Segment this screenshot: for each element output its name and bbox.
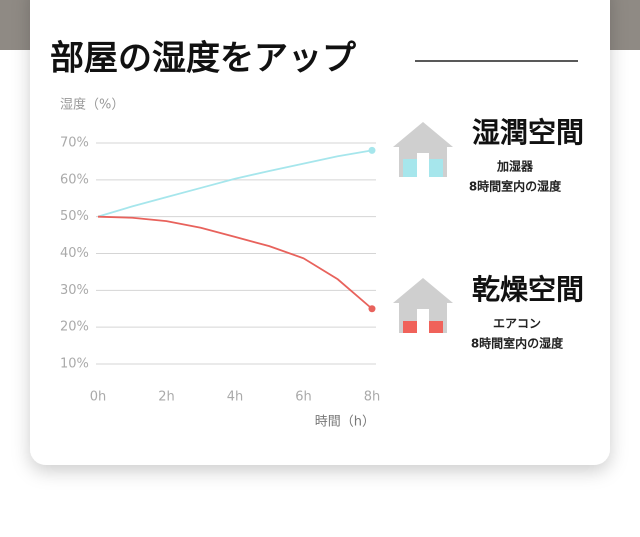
chart-title: 部屋の湿度をアップ xyxy=(50,39,356,79)
legend-note: 8時間室内の湿度 xyxy=(469,179,562,194)
legend-note: 8時間室内の湿度 xyxy=(471,336,564,351)
x-tick-label: 2h xyxy=(158,390,175,405)
end-point xyxy=(368,146,376,154)
house-icon xyxy=(393,122,453,177)
x-tick-label: 0h xyxy=(90,390,107,405)
legend-note: エアコン xyxy=(493,317,541,331)
legend-label: 湿潤空間 xyxy=(472,116,584,149)
y-tick-label: 30% xyxy=(60,283,89,298)
y-tick-label: 40% xyxy=(60,246,89,261)
y-tick-label: 10% xyxy=(60,357,89,372)
end-point xyxy=(368,305,376,313)
x-tick-label: 4h xyxy=(227,390,244,405)
line xyxy=(97,149,373,218)
card xyxy=(30,0,610,465)
y-tick-label: 50% xyxy=(60,209,89,224)
x-tick-label: 6h xyxy=(295,390,312,405)
x-axis-label: 時間（h） xyxy=(315,415,375,430)
line xyxy=(97,215,373,310)
y-axis-label: 湿度（%） xyxy=(60,97,124,113)
y-tick-label: 60% xyxy=(60,172,89,187)
legend-label: 乾燥空間 xyxy=(472,273,584,306)
x-tick-label: 8h xyxy=(364,390,381,405)
legend-note: 加湿器 xyxy=(496,159,534,174)
house-icon xyxy=(393,278,453,333)
y-tick-label: 20% xyxy=(60,320,89,335)
y-tick-label: 70% xyxy=(60,136,89,151)
